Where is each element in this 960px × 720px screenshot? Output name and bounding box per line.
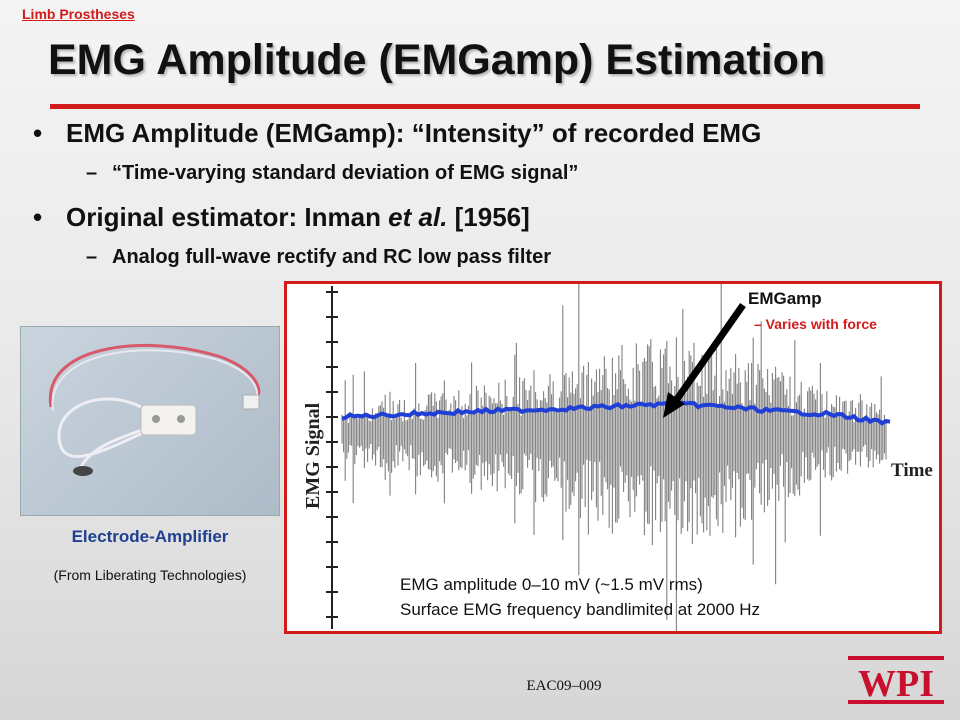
emgamp-envelope [341,400,891,426]
title-underline [50,104,920,109]
photo-credit: (From Liberating Technologies) [53,567,247,583]
sub-bullet-2-text: Analog full-wave rectify and RC low pass… [112,246,551,268]
emgamp-annotation-note: – Varies with force [754,316,877,332]
emg-chart: EMG Signal Time [302,284,933,631]
figure-note-line-2: Surface EMG frequency bandlimited at 200… [400,600,761,619]
wpi-logo: WPI [846,652,946,708]
emgamp-annotation: EMGamp [748,289,822,308]
sub-bullet-2: – Analog full-wave rectify and RC low pa… [86,246,551,269]
figure-note-line-1: EMG amplitude 0–10 mV (~1.5 mV rms) [400,575,703,594]
sub-bullet-1: – “Time-varying standard deviation of EM… [86,162,579,185]
breadcrumb[interactable]: Limb Prostheses [22,6,135,22]
bullet-2-text-suffix: [1956] [447,202,530,232]
footer-code: EAC09–009 [526,678,602,694]
photo-caption: Electrode-Amplifier [71,527,229,546]
bullet-1: • EMG Amplitude (EMGamp): “Intensity” of… [33,118,762,149]
electrode-amplifier-photo [20,326,280,516]
bullet-marker: • [33,118,43,148]
y-axis-label: EMG Signal [302,402,324,509]
x-axis-label: Time [891,460,933,481]
bullet-2-text-prefix: Original estimator: Inman [66,202,389,232]
bullet-2: • Original estimator: Inman et al. [1956… [33,202,530,233]
y-axis-ticks [326,291,338,618]
logo-text: WPI [858,663,934,705]
slide-title: EMG Amplitude (EMGamp) Estimation [48,36,826,84]
emg-raw-signal [341,284,887,631]
annotation-arrowhead [663,392,685,418]
annotation-arrow [672,302,746,405]
sub-bullet-marker: – [86,162,98,184]
emg-raw-trace [341,284,887,631]
emg-figure: EMG Signal Time [284,281,942,634]
sub-bullet-1-text: “Time-varying standard deviation of EMG … [112,162,579,184]
bullet-marker: • [33,202,43,232]
bullet-2-text-italic: et al. [388,202,448,232]
sub-bullet-marker: – [86,246,98,268]
figure-note: EMG amplitude 0–10 mV (~1.5 mV rms) Surf… [400,572,760,622]
bullet-1-text: EMG Amplitude (EMGamp): “Intensity” of r… [66,118,762,148]
